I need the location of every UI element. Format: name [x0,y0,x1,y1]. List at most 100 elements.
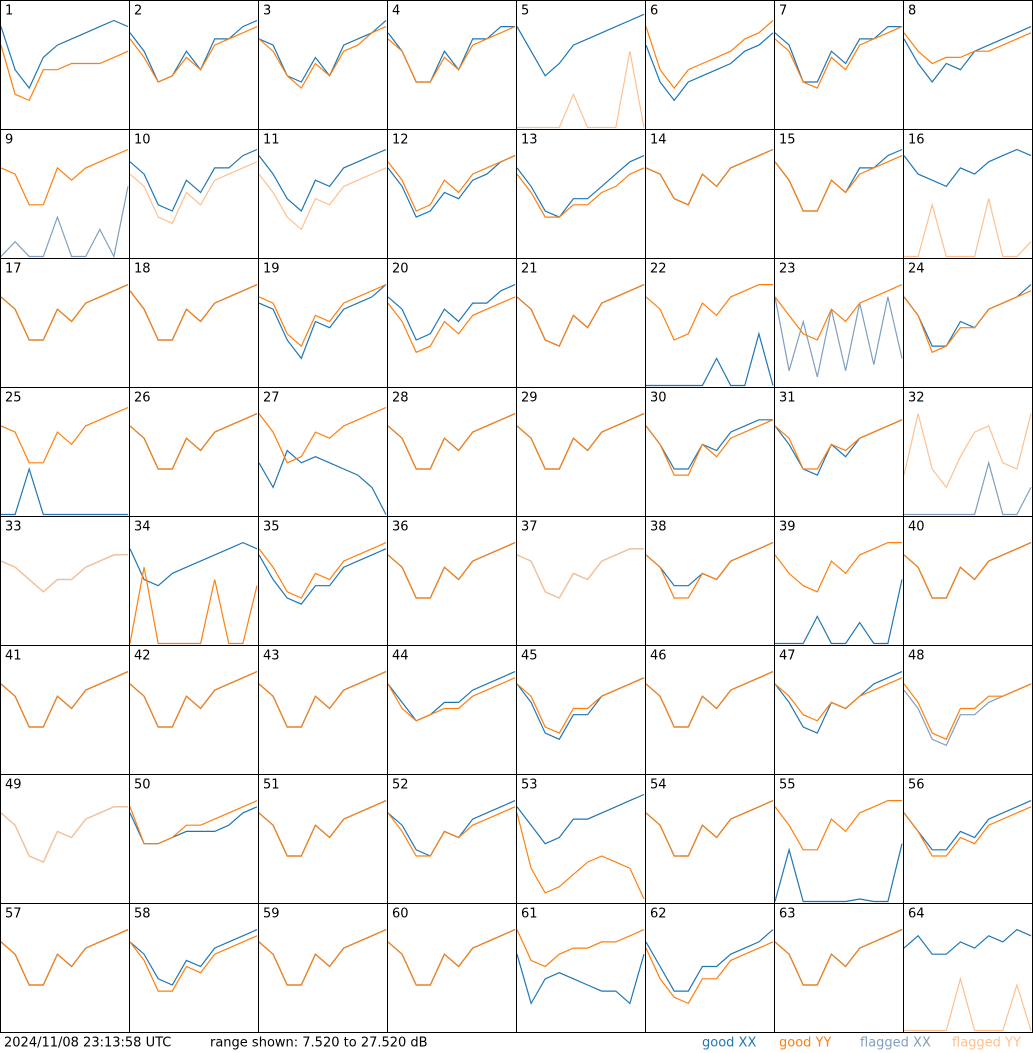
spectrum-xx [387,671,516,722]
spectrum-yy [129,935,258,992]
spectrum-yy [129,26,258,83]
panel-label: 55 [779,778,796,793]
spectrum-xx [775,579,903,645]
panel-label: 23 [779,262,796,277]
panel-frame [258,516,388,646]
spectrum-yy [0,929,129,986]
panel-label: 5 [521,4,529,19]
panel-frame [129,129,259,259]
panel-frame [645,903,775,1033]
spectrum-yy [387,806,516,857]
legend-entry: flagged XX [860,1036,931,1051]
spectrum-yy [516,413,645,470]
panel-frame [516,0,646,130]
panel-label: 58 [134,907,151,922]
panel-label: 46 [650,649,667,664]
spectrum-yy [387,413,516,470]
spectrum-xx [903,683,1032,747]
spectrum-xx [129,19,258,83]
panel-label: 13 [521,133,538,148]
panel-label: 6 [650,4,658,19]
spectrum-yy [904,198,1032,258]
panel-frame [645,774,775,904]
spectrum-yy [903,683,1032,741]
spectrum-yy [903,290,1032,354]
panel-label: 57 [5,907,22,922]
spectrum-yy [387,26,516,83]
panel-label: 53 [521,778,538,793]
spectrum-yy [129,567,258,645]
spectrum-yy [258,26,387,90]
legend-entry: good YY [779,1036,831,1051]
panel-label: 62 [650,907,667,922]
panel-frame [774,0,904,130]
panel-frame [645,258,775,388]
panel-frame [258,903,388,1033]
panel-label: 16 [908,133,925,148]
panel-frame [387,0,517,130]
panel-frame [516,903,646,1033]
panel-label: 42 [134,649,151,664]
spectrum-yy [129,284,258,341]
panel-label: 45 [521,649,538,664]
panel-label: 51 [263,778,280,793]
spectrum-yy [903,806,1032,857]
spectrum-xx [903,284,1032,347]
spectrum-yy [516,677,645,734]
spectrum-yy [387,155,516,212]
panel-frame [516,774,646,904]
panel-label: 34 [134,520,151,535]
spectrum-xx [129,148,258,212]
spectrum-yy [774,677,903,722]
spectrum-yy [904,976,1032,1032]
spectrum-xx [0,19,129,90]
panel-frame [903,645,1033,775]
spectrum-yy [129,161,258,225]
panel-label: 4 [392,4,400,19]
spectrum-yy [258,671,387,728]
spectrum-yy [903,542,1032,599]
panel-frame [774,129,904,259]
panel-label: 60 [392,907,409,922]
spectrum-yy [774,541,902,593]
panel-label: 9 [5,133,13,148]
spectrum-xx [129,541,258,587]
spectrum-yy [258,406,387,464]
panel-label: 20 [392,262,409,277]
spectrum-xx [258,148,387,212]
panel-label: 36 [392,520,409,535]
panel-frame [516,645,646,775]
panel-label: 18 [134,262,151,277]
panel-label: 38 [650,520,667,535]
panel-label: 21 [521,262,538,277]
spectrum-xx [387,800,516,857]
panel-label: 63 [779,907,796,922]
panel-label: 56 [908,778,925,793]
panel-frame [387,903,517,1033]
spectrum-yy [387,542,516,599]
spectrum-xx [645,32,774,102]
panel-frame [258,387,388,517]
panel-frame [0,258,130,388]
panel-frame [258,258,388,388]
spectrum-xx [774,843,903,903]
spectrum-yy [387,296,516,354]
spectrum-xx [0,186,129,259]
spectrum-yy [0,806,128,863]
panel-label: 47 [779,649,796,664]
panel-label: 49 [5,778,22,793]
spectrum-yy [903,32,1032,65]
spectrum-xx [774,148,903,212]
panel-label: 43 [263,649,280,664]
panel-frame [903,258,1033,388]
panel-label: 37 [521,520,538,535]
panel-label: 17 [5,262,22,277]
panel-label: 50 [134,778,151,793]
spectrum-yy [516,929,645,968]
panel-frame [903,387,1033,517]
spectrum-yy [516,812,645,900]
panel-label: 41 [5,649,22,664]
panel-frame [129,387,259,517]
panel-frame [0,0,130,130]
spectrum-yy [645,800,774,857]
